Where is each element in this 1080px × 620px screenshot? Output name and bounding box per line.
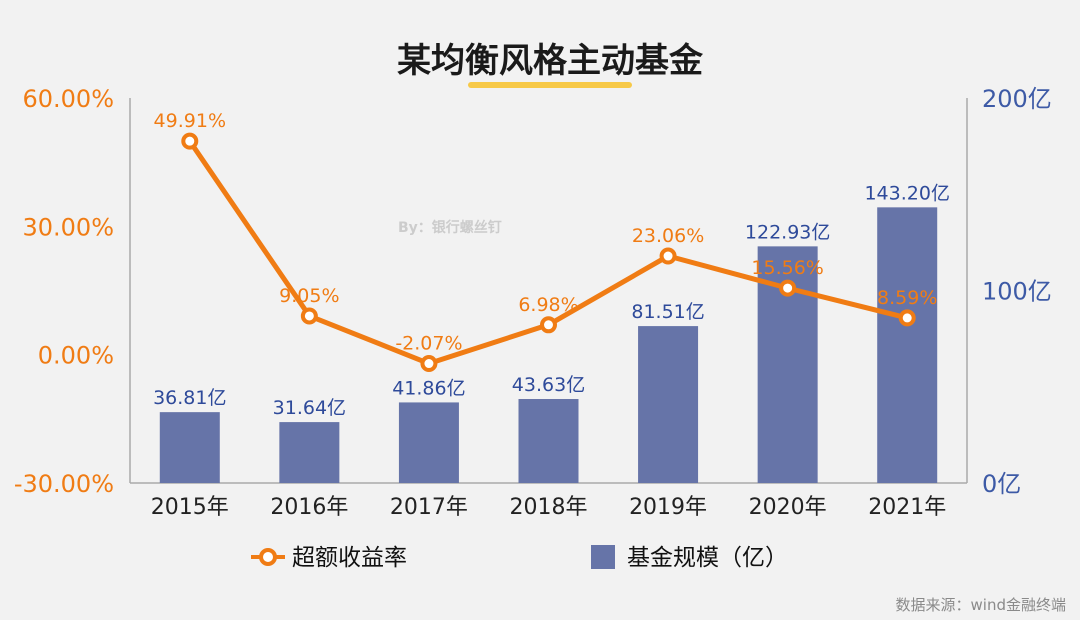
right-axis-tick-label: 100亿	[982, 278, 1052, 306]
x-tick-label: 2019年	[629, 495, 707, 520]
x-axis-ticks: 2015年 2016年 2017年 2018年 2019年 2020年 2021年	[151, 495, 946, 520]
x-tick-label: 2018年	[510, 495, 588, 520]
legend-bar-swatch	[591, 545, 615, 569]
line-value-label: 6.98%	[518, 294, 578, 316]
bar	[638, 326, 699, 483]
line-value-label: -2.07%	[395, 333, 462, 355]
bar-value-label: 143.20亿	[864, 182, 949, 204]
line-value-label: 23.06%	[632, 225, 704, 247]
bar-value-label: 36.81亿	[153, 387, 226, 409]
title-underline	[468, 82, 632, 88]
x-tick-label: 2017年	[390, 495, 468, 520]
bar-value-label: 41.86亿	[392, 377, 465, 399]
x-tick-label: 2016年	[270, 495, 348, 520]
line-point	[898, 309, 916, 327]
line-series	[181, 132, 916, 373]
left-axis-tick-label: -30.00%	[14, 470, 114, 498]
line-point	[659, 247, 677, 265]
bar	[877, 207, 938, 483]
line-point	[540, 316, 557, 334]
bar-value-label: 43.63亿	[512, 374, 585, 396]
x-tick-label: 2015年	[151, 495, 229, 520]
left-axis-tick-label: 60.00%	[22, 85, 114, 113]
line-point	[181, 132, 199, 150]
legend: 超额收益率 基金规模（亿）	[251, 545, 788, 571]
line-value-label: 49.91%	[154, 110, 226, 132]
right-axis-tick-label: 200亿	[982, 85, 1052, 113]
x-tick-label: 2021年	[868, 495, 946, 520]
right-axis-tick-label: 0亿	[982, 470, 1021, 498]
left-axis-ticks: -30.00% 0.00% 30.00% 60.00%	[14, 85, 114, 498]
watermark: By：银行螺丝钉	[398, 219, 502, 236]
line-point	[300, 307, 318, 325]
legend-bar-label: 基金规模（亿）	[627, 545, 788, 571]
x-tick-label: 2020年	[749, 495, 827, 520]
bar	[398, 402, 459, 483]
bar-value-label: 31.64亿	[273, 397, 346, 419]
left-axis-tick-label: 30.00%	[22, 213, 114, 241]
line-point	[420, 355, 438, 373]
bar-series	[159, 207, 938, 483]
line-point	[779, 279, 797, 297]
right-axis-ticks: 0亿 100亿 200亿	[982, 85, 1052, 498]
line-value-label: 8.59%	[877, 287, 937, 309]
line-labels: 49.91% 9.05% -2.07% 6.98% 23.06% 15.56% 8.59%	[154, 110, 938, 354]
data-source: 数据来源：wind金融终端	[896, 596, 1066, 614]
bar-value-label: 122.93亿	[745, 221, 830, 243]
line-value-label: 9.05%	[279, 285, 339, 307]
bar	[159, 412, 220, 483]
line-value-label: 15.56%	[751, 257, 823, 279]
bar-value-label: 81.51亿	[631, 301, 704, 323]
chart-title: 某均衡风格主动基金	[397, 41, 704, 81]
legend-line-label: 超额收益率	[292, 545, 407, 571]
legend-line-marker	[259, 548, 277, 566]
left-axis-tick-label: 0.00%	[38, 342, 114, 370]
bar	[279, 422, 340, 483]
bar-labels: 36.81亿 31.64亿 41.86亿 43.63亿 81.51亿 122.93亿 143…	[153, 182, 950, 419]
bar	[518, 399, 579, 483]
